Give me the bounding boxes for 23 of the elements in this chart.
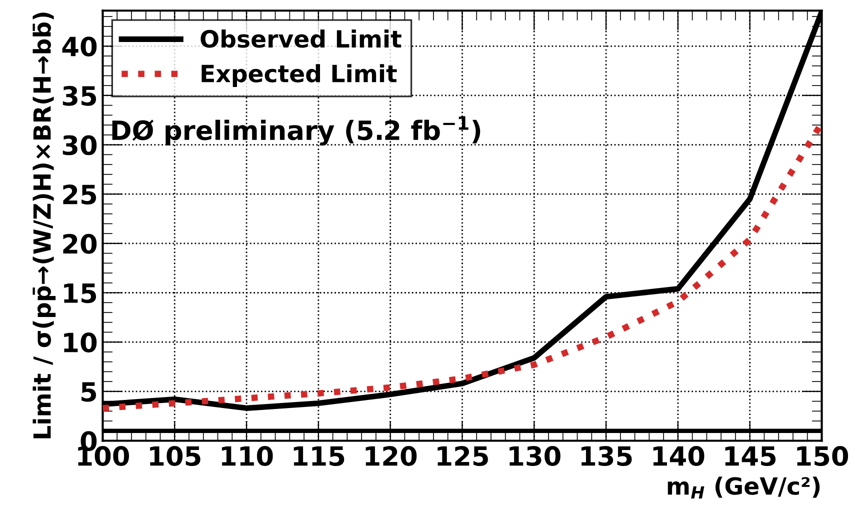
x-tick-label: 130 bbox=[510, 446, 560, 466]
x-tick-label: 150 bbox=[797, 446, 848, 466]
y-tick-label: 15 bbox=[64, 284, 96, 304]
x-tick-label: 145 bbox=[725, 446, 776, 466]
x-tick-label: 120 bbox=[366, 446, 417, 466]
y-tick-label: 5 bbox=[82, 382, 96, 402]
x-axis-title: m$_{H}$ (GeV/c²) bbox=[668, 476, 820, 498]
y-tick-label: 35 bbox=[62, 86, 96, 106]
x-tick-label: 125 bbox=[438, 446, 488, 466]
x-tick-label: 115 bbox=[294, 446, 344, 466]
y-axis-title: Limit / σ(pp̄→(W/Z)H)×BR(H→bb̄) bbox=[32, 12, 56, 438]
x-tick-label: 140 bbox=[653, 446, 704, 466]
x-tick-label: 105 bbox=[150, 446, 200, 466]
y-tick-label: 10 bbox=[64, 332, 97, 352]
annotation: DØ preliminary (5.2 fb$^{−1}$) bbox=[112, 116, 480, 146]
legend-label: Observed Limit bbox=[200, 30, 402, 48]
x-tick-label: 110 bbox=[222, 446, 273, 466]
y-tick-label: 20 bbox=[63, 234, 97, 254]
y-tick-label: 25 bbox=[63, 184, 96, 205]
y-tick-label: 30 bbox=[62, 135, 97, 156]
x-tick-label: 135 bbox=[581, 446, 632, 466]
y-tick-label: 40 bbox=[62, 36, 97, 57]
legend-label: Expected Limit bbox=[202, 64, 397, 88]
